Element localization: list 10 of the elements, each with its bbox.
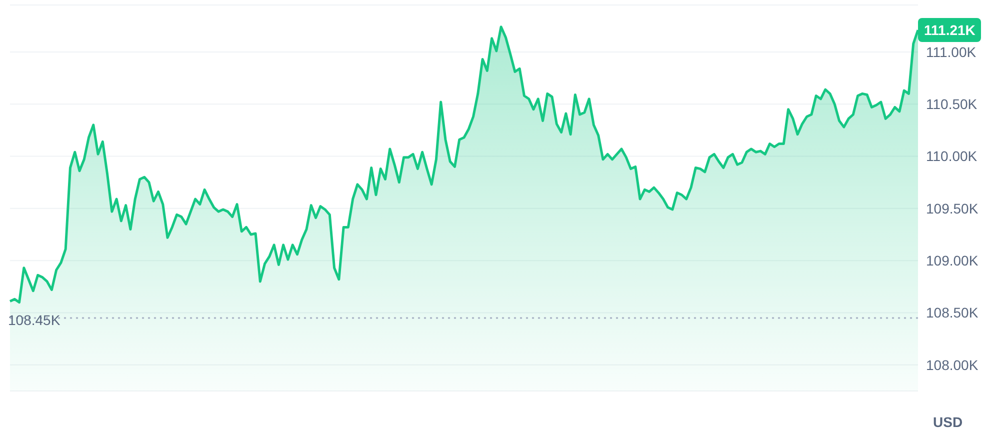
y-tick-label: 111.00K xyxy=(926,44,977,60)
y-tick-label: 109.50K xyxy=(926,200,979,216)
ref-line-label: 108.45K xyxy=(8,312,61,328)
y-tick-label: 110.00K xyxy=(926,148,978,164)
text: 111.21K xyxy=(918,18,982,42)
y-tick-label: 110.50K xyxy=(926,96,978,112)
y-tick-label: 108.50K xyxy=(926,304,979,321)
y-tick-label: 109.00K xyxy=(926,252,979,269)
y-tick-label: 108.00K xyxy=(926,356,979,373)
y-axis-title: USD xyxy=(933,414,963,430)
